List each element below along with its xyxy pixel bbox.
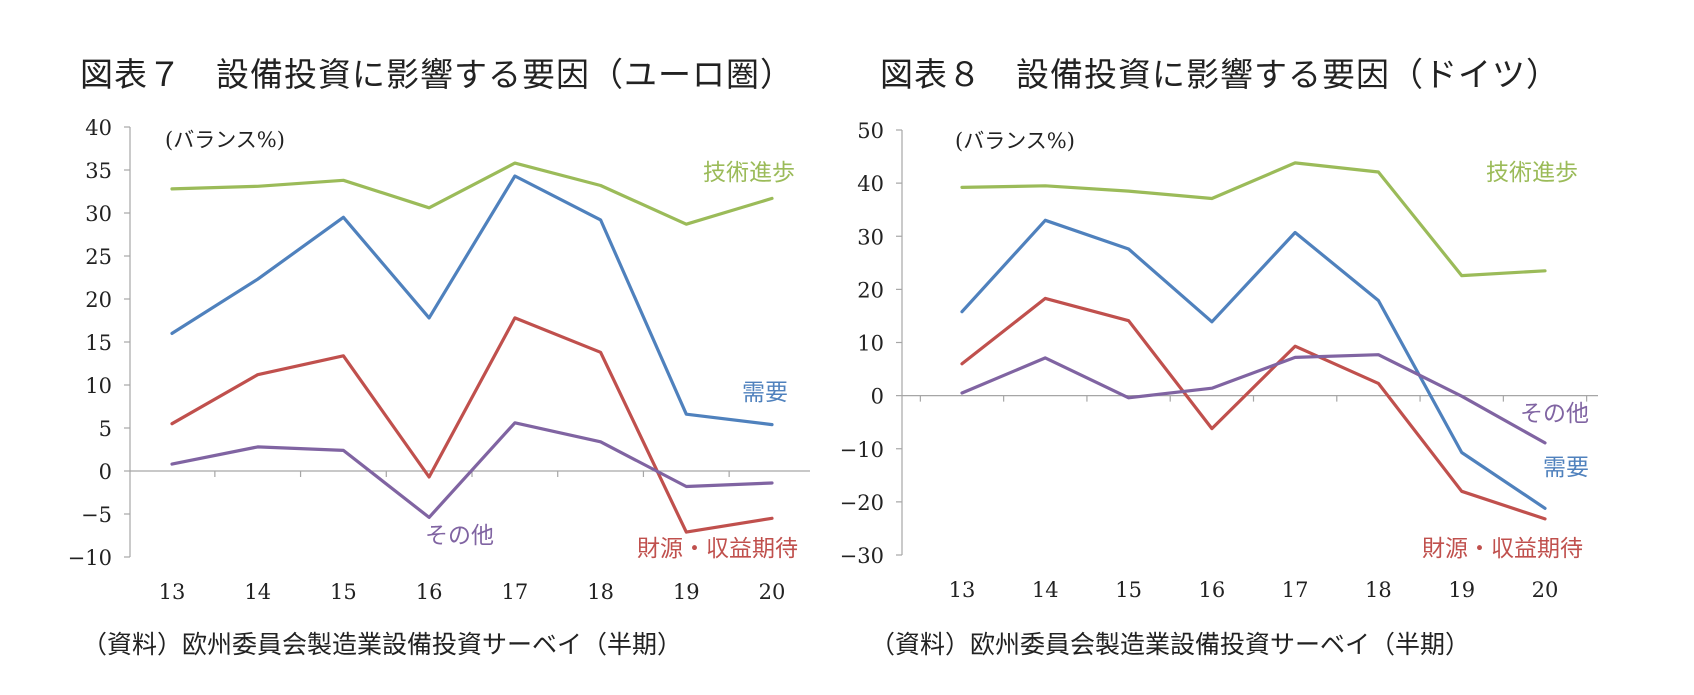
chart-title: 図表７ 設備投資に影響する要因（ユーロ圏） xyxy=(80,55,794,94)
chart-title: 図表８ 設備投資に影響する要因（ドイツ） xyxy=(880,55,1560,94)
y-tick-label: 50 xyxy=(857,119,884,143)
y-tick-label: 0 xyxy=(99,460,112,484)
series-line xyxy=(170,316,774,534)
series-line xyxy=(170,174,774,427)
x-tick-label: 14 xyxy=(244,580,271,604)
y-tick-label: 0 xyxy=(871,385,884,409)
series-line xyxy=(170,161,774,226)
series-label: 財源・収益期待 xyxy=(1422,536,1583,562)
y-tick-label: 40 xyxy=(857,172,884,196)
y-tick-label: 35 xyxy=(85,159,112,183)
source-note: （資料）欧州委員会製造業設備投資サーベイ（半期） xyxy=(870,630,1471,659)
chart-panel-germany: 図表８ 設備投資に影響する要因（ドイツ） 50 40 30 20 10 0 −10 −20 −3… xyxy=(800,0,1647,695)
x-tick-label: 18 xyxy=(587,580,614,604)
series-label: その他 xyxy=(425,523,494,549)
line-chart-eurozone: 40 35 30 25 20 15 10 5 0 −5 −10 13 14 15 16 17 18 19 20 (バラ… xyxy=(68,116,810,604)
series-line xyxy=(170,421,774,520)
x-tick-label: 19 xyxy=(673,580,700,604)
chart-panel-eurozone: 図表７ 設備投資に影響する要因（ユーロ圏） 40 35 30 25 20 15 10 5 0 −5… xyxy=(68,55,810,659)
x-tick-label: 13 xyxy=(159,580,186,604)
series-label: 技術進歩 xyxy=(1486,160,1578,186)
series-line xyxy=(960,296,1547,521)
y-tick-label: 40 xyxy=(85,116,112,140)
series-label: 技術進歩 xyxy=(703,160,795,186)
x-tick-label: 19 xyxy=(1448,578,1475,602)
source-note: （資料）欧州委員会製造業設備投資サーベイ（半期） xyxy=(82,630,683,659)
y-tick-label: 10 xyxy=(85,374,112,398)
x-tick-label: 17 xyxy=(501,580,528,604)
series-label: 需要 xyxy=(1543,455,1589,481)
x-tick-label: 16 xyxy=(416,580,443,604)
unit-label: (バランス%) xyxy=(955,129,1075,153)
x-tick-label: 16 xyxy=(1198,578,1225,602)
x-tick-label: 18 xyxy=(1365,578,1392,602)
series-label: 財源・収益期待 xyxy=(637,536,798,562)
y-tick-label: 30 xyxy=(857,225,884,249)
y-tick-label: −30 xyxy=(840,544,884,568)
x-tick-label: 20 xyxy=(1532,578,1559,602)
unit-label: (バランス%) xyxy=(165,128,285,152)
y-tick-label: 10 xyxy=(857,332,884,356)
y-tick-label: 20 xyxy=(85,288,112,312)
x-tick-label: 13 xyxy=(949,578,976,602)
y-tick-label: −10 xyxy=(68,546,112,570)
y-tick-label: 30 xyxy=(85,202,112,226)
series-line xyxy=(960,353,1547,445)
x-tick-label: 15 xyxy=(330,580,357,604)
x-tick-label: 15 xyxy=(1115,578,1142,602)
line-chart-germany: 50 40 30 20 10 0 −10 −20 −30 13 14 15 16 17 18 19 20 (バラン… xyxy=(840,119,1598,602)
y-tick-label: 25 xyxy=(85,245,112,269)
series-label: 需要 xyxy=(742,380,788,406)
series-line xyxy=(960,218,1547,510)
y-tick-label: 20 xyxy=(857,278,884,302)
y-tick-label: −5 xyxy=(81,503,112,527)
y-tick-label: 15 xyxy=(85,331,112,355)
x-tick-label: 14 xyxy=(1032,578,1059,602)
y-tick-label: −10 xyxy=(840,438,884,462)
x-tick-label: 17 xyxy=(1282,578,1309,602)
y-tick-label: −20 xyxy=(840,491,884,515)
x-tick-label: 20 xyxy=(759,580,786,604)
y-tick-label: 5 xyxy=(99,417,112,441)
series-line xyxy=(960,161,1547,278)
series-label: その他 xyxy=(1520,401,1589,427)
